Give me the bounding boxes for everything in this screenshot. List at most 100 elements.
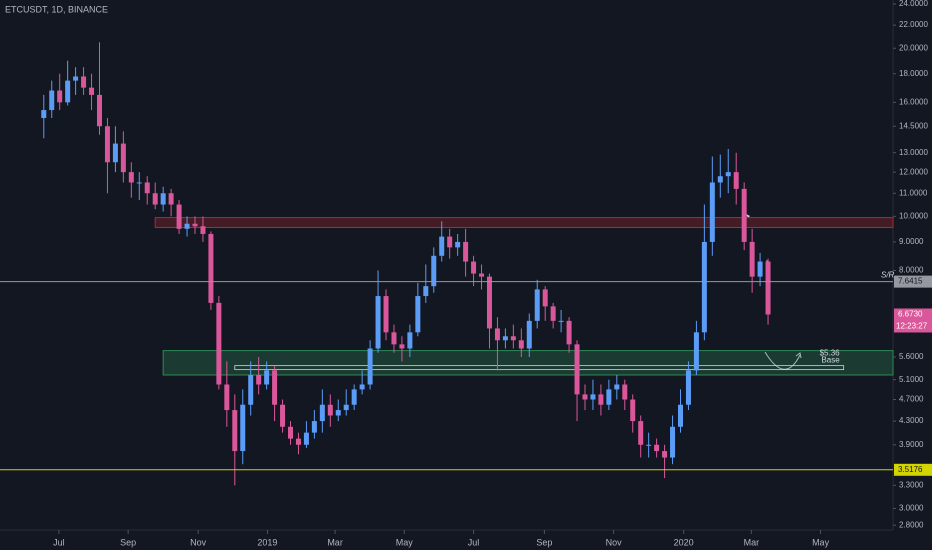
candle-body	[574, 344, 580, 395]
candle-body	[136, 182, 142, 184]
x-tick-label: Sep	[536, 537, 552, 547]
candle-body	[208, 233, 214, 303]
candle-body	[415, 296, 421, 333]
y-tick-label: 3.3000	[899, 480, 924, 489]
y-tick-label: 11.0000	[899, 188, 928, 197]
candle-body	[232, 410, 238, 452]
candle-body	[112, 143, 118, 163]
candle-body	[152, 193, 158, 205]
last-price-label: 6.6730	[898, 310, 923, 319]
candle-body	[319, 404, 325, 422]
candle-body	[502, 336, 508, 341]
candle-body	[160, 193, 166, 205]
candle-body	[630, 399, 636, 422]
candle-body	[303, 432, 309, 445]
candle-body	[120, 143, 126, 173]
x-tick-label: Jul	[468, 537, 480, 547]
candle-body	[367, 348, 373, 385]
candle-body	[455, 241, 461, 248]
candle-body	[550, 306, 556, 321]
candle-body	[646, 444, 652, 446]
candle-body	[311, 421, 317, 433]
candle-body	[479, 273, 485, 277]
candle-body	[439, 236, 445, 256]
base-text: Base	[821, 356, 840, 365]
candle-body	[41, 110, 47, 119]
y-tick-label: 12.0000	[899, 167, 928, 176]
y-tick-label: 13.0000	[899, 148, 928, 157]
candle-body	[383, 296, 389, 333]
candle-body	[709, 182, 715, 242]
base-price: $5.36	[820, 349, 841, 358]
candle-body	[407, 332, 413, 349]
candle-body	[662, 451, 668, 458]
candle-body	[288, 426, 294, 439]
candle-body	[327, 404, 333, 416]
candle-body	[144, 182, 150, 194]
zone	[154, 217, 894, 229]
x-tick-label: Jul	[53, 537, 65, 547]
arrow-head	[795, 352, 802, 359]
candle-body	[614, 384, 620, 390]
candle-body	[423, 286, 429, 297]
candle-body	[494, 328, 500, 341]
y-tick-label: 18.0000	[899, 69, 928, 78]
x-tick-label: May	[812, 537, 830, 547]
candle-body	[638, 421, 644, 445]
candle-body	[359, 384, 365, 390]
y-tick-label: 5.1000	[899, 375, 924, 384]
candle-body	[757, 261, 763, 277]
y-tick-label: 10.0000	[899, 211, 928, 220]
candle-body	[104, 126, 110, 163]
candle-body	[248, 374, 254, 405]
candle-body	[391, 332, 397, 345]
candle-body	[272, 370, 278, 405]
candle-body	[295, 438, 301, 445]
candle-body	[717, 176, 723, 183]
candle-body	[725, 172, 731, 177]
level-label-bg	[894, 463, 932, 476]
y-tick-label: 22.0000	[899, 20, 928, 29]
candle-body	[558, 320, 564, 322]
y-tick-label: 2.8000	[899, 520, 924, 529]
candle-body	[606, 389, 612, 405]
candle-body	[96, 94, 102, 127]
base-line	[234, 365, 845, 371]
x-tick-label: 2019	[257, 537, 277, 547]
candle-body	[343, 404, 349, 411]
candle-body	[518, 340, 524, 349]
candle-body	[168, 193, 174, 205]
candle-body	[677, 404, 683, 427]
candle-body	[670, 426, 676, 458]
candle-body	[57, 90, 63, 103]
x-tick-label: Nov	[606, 537, 623, 547]
candle-body	[486, 276, 492, 329]
candle-body	[701, 241, 707, 333]
level-text: S/R	[881, 271, 895, 280]
y-tick-label: 4.3000	[899, 416, 924, 425]
candle-body	[176, 204, 182, 229]
candle-body	[73, 76, 79, 81]
y-tick-label: 9.0000	[899, 237, 924, 246]
candle-body	[654, 444, 660, 452]
candle-body	[89, 87, 95, 95]
x-tick-label: May	[396, 537, 414, 547]
candle-body	[765, 261, 771, 315]
candle-body	[510, 336, 516, 341]
y-tick-label: 16.0000	[899, 97, 928, 106]
candle-body	[224, 384, 230, 411]
candle-body	[351, 389, 357, 405]
zone	[162, 350, 894, 376]
candle-body	[65, 80, 71, 103]
level-label: 3.5176	[898, 465, 923, 474]
x-tick-label: Mar	[744, 537, 760, 547]
candle-body	[81, 76, 87, 88]
candle-body	[463, 241, 469, 262]
candle-body	[280, 404, 286, 427]
candle-body	[534, 289, 540, 321]
candle-body	[200, 226, 206, 234]
y-tick-label: 24.0000	[899, 0, 928, 8]
candle-body	[264, 370, 270, 385]
candle-body	[733, 172, 739, 189]
